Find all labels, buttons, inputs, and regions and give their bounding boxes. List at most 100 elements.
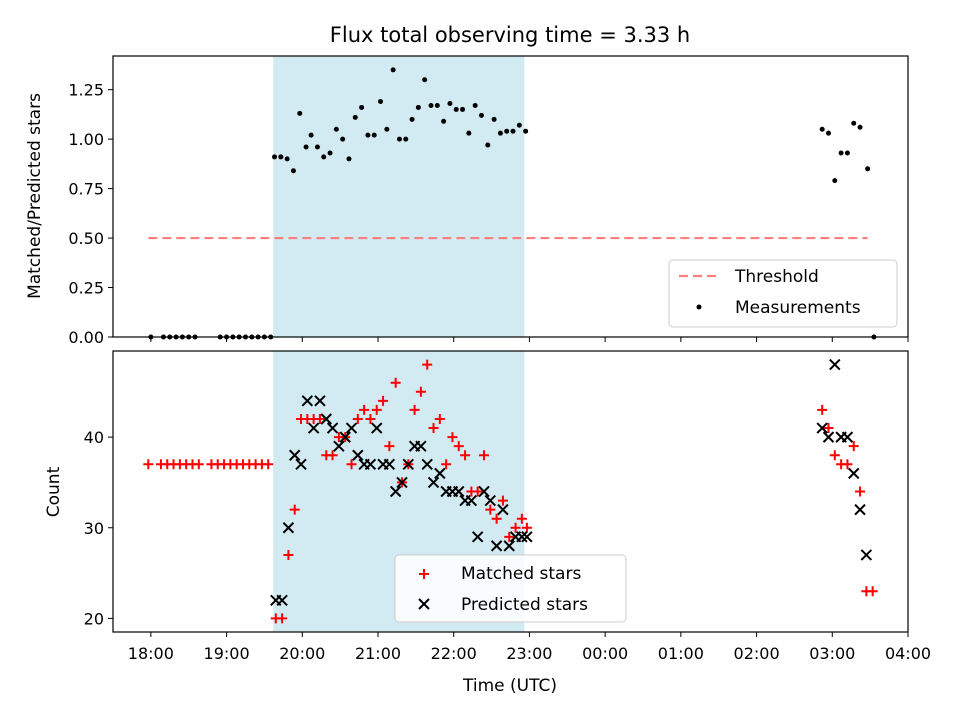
matched-star-glyph [516,513,527,524]
measurement-point [346,156,352,162]
matched-star-glyph [428,423,439,434]
matched-star-marker [485,504,496,515]
predicted-star-glyph [490,540,503,552]
top-axes-frame [112,55,909,338]
matched-star-glyph [371,404,382,415]
predicted-star-glyph [415,440,427,452]
matched-star-glyph [314,413,325,424]
x-tick-label: 19:00 [204,644,250,663]
matched-star-marker [346,459,357,470]
measurement-point [314,144,320,150]
matched-star-marker [327,450,338,461]
matched-star-glyph [485,504,496,515]
measurement-point [422,77,428,83]
matched-star-glyph [829,450,840,461]
matched-star-marker [434,413,445,424]
matched-star-glyph [817,404,828,415]
predicted-star-glyph [282,522,295,534]
predicted-star-glyph [276,594,288,606]
predicted-star-glyph [402,458,414,471]
predicted-star-glyph [352,449,364,461]
predicted-star-marker [314,395,326,407]
matched-star-glyph [352,413,363,424]
matched-star-glyph [193,459,204,470]
x-tick-label: 00:00 [582,644,628,663]
matched-star-glyph [855,486,866,497]
predicted-star-marker [471,531,484,543]
matched-star-marker [504,531,515,542]
matched-star-marker [453,441,464,452]
measurement-point [396,136,402,142]
observing-window-band [273,56,525,337]
y-tick-label: 1.00 [68,130,104,149]
matched-star-glyph [346,459,357,470]
predicted-star-glyph [860,549,873,561]
measurement-point [415,104,421,110]
predicted-star-glyph [497,503,509,516]
measurement-point [865,166,871,172]
chart-title: Flux total observing time = 3.33 h [330,23,690,47]
matched-star-glyph [143,459,154,470]
legend-matched-label: Matched stars [461,564,581,584]
predicted-star-glyph [471,531,484,543]
matched-star-marker [193,459,204,470]
predicted-star-marker [427,476,440,489]
matched-star-glyph [497,495,508,506]
measurement-point [453,106,459,112]
predicted-star-glyph [453,485,465,498]
matched-star-glyph [415,386,426,397]
measurement-point [510,128,516,134]
predicted-star-marker [860,549,873,561]
predicted-star-glyph [427,476,440,489]
predicted-star-glyph [841,431,854,443]
measurement-point [497,130,503,136]
top-legend-box [668,259,898,328]
measurement-point [371,132,377,138]
matched-star-marker [422,359,433,370]
matched-star-glyph [460,450,471,461]
predicted-star-glyph [301,395,314,407]
predicted-star-glyph [434,467,446,480]
measurement-point [857,124,863,130]
measurement-point [378,99,384,105]
matched-star-marker [848,441,859,452]
predicted-star-glyph [396,476,408,489]
matched-star-glyph [447,432,458,443]
predicted-star-marker [396,476,408,489]
measurement-point [819,126,825,132]
predicted-star-marker [497,503,509,516]
predicted-star-marker [421,458,433,471]
x-tick-label: 18:00 [128,644,174,663]
predicted-star-marker [453,485,465,498]
x-tick-label: 20:00 [279,644,325,663]
matched-star-marker [378,395,389,406]
matched-star-marker [441,459,452,470]
y-tick-label: 1.25 [68,81,104,100]
predicted-star-glyph [389,485,402,498]
matched-star-glyph [409,404,420,415]
matched-star-marker [460,450,471,461]
matched-star-marker [390,377,401,388]
y-tick-label: 20 [84,609,104,628]
legend-matched-swatch [419,569,429,579]
predicted-star-glyph [822,431,835,443]
predicted-star-marker [822,431,835,443]
matched-star-glyph [359,404,370,415]
matched-star-marker [447,432,458,443]
predicted-star-glyph [484,494,497,507]
measurement-point [434,102,440,108]
matched-star-glyph [283,549,294,560]
bottom-panel: 20 30 40 18:00 19:00 20:00 21:00 22:00 23:00 00:0… [84,350,931,663]
predicted-star-glyph [421,458,433,471]
matched-star-marker [510,522,521,533]
matched-star-marker [867,586,878,597]
matched-star-glyph [441,459,452,470]
y-tick-label: 0.00 [68,328,104,347]
predicted-star-glyph [383,458,396,471]
y-tick-label: 40 [84,428,104,447]
matched-star-marker [521,522,532,533]
legend-measurements-swatch [696,304,702,310]
matched-star-marker [365,413,376,424]
matched-star-marker [352,413,363,424]
